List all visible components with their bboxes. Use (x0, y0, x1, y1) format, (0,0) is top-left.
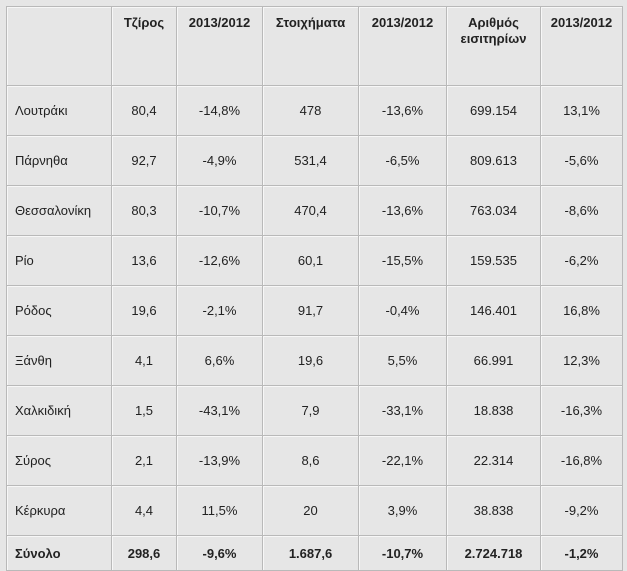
table-cell: Λουτράκι (6, 85, 112, 136)
table-cell: 5,5% (358, 335, 447, 386)
header-row: Τζίρος 2013/2012 Στοιχήματα 2013/2012 Αριθμό… (6, 6, 623, 86)
table-cell: 91,7 (262, 285, 359, 336)
data-row: Ξάνθη 4,1 6,6% 19,6 5,5% 66.991 12,3% (6, 335, 623, 386)
total-cell: Σύνολο (6, 535, 112, 571)
data-row: Ρόδος 19,6 -2,1% 91,7 -0,4% 146.401 16,8% (6, 285, 623, 336)
header-cell: Τζίρος (111, 6, 177, 86)
table-cell: 80,3 (111, 185, 177, 236)
table-cell: 6,6% (176, 335, 263, 386)
data-row: Θεσσαλονίκη 80,3 -10,7% 470,4 -13,6% 763.034-… (6, 185, 623, 236)
table-cell: 18.838 (446, 385, 541, 436)
table-cell: 146.401 (446, 285, 541, 336)
table-cell: 60,1 (262, 235, 359, 286)
table-cell: -4,9% (176, 135, 263, 186)
table-cell: -13,6% (358, 185, 447, 236)
table-cell: -13,6% (358, 85, 447, 136)
table-cell: 11,5% (176, 485, 263, 536)
total-cell: 298,6 (111, 535, 177, 571)
table-cell: Ρόδος (6, 285, 112, 336)
table-cell: 12,3% (540, 335, 623, 386)
table-cell: -0,4% (358, 285, 447, 336)
table-cell: 13,1% (540, 85, 623, 136)
table-cell: Σύρος (6, 435, 112, 486)
table-cell: Θεσσαλονίκη (6, 185, 112, 236)
table-cell: -14,8% (176, 85, 263, 136)
table-cell: 470,4 (262, 185, 359, 236)
table-cell: -10,7% (176, 185, 263, 236)
table-cell: 16,8% (540, 285, 623, 336)
table-cell: 13,6 (111, 235, 177, 286)
table-cell: -43,1% (176, 385, 263, 436)
table-cell: 92,7 (111, 135, 177, 186)
table-cell: 4,1 (111, 335, 177, 386)
header-cell: Αριθμός εισιτηρίων (446, 6, 541, 86)
total-cell: -10,7% (358, 535, 447, 571)
table-cell: 80,4 (111, 85, 177, 136)
table-cell: 38.838 (446, 485, 541, 536)
table-cell: 20 (262, 485, 359, 536)
table-cell: 3,9% (358, 485, 447, 536)
table-cell: 4,4 (111, 485, 177, 536)
table-cell: -5,6% (540, 135, 623, 186)
header-cell (6, 6, 112, 86)
table-cell: 809.613 (446, 135, 541, 186)
table-cell: -16,8% (540, 435, 623, 486)
table-cell: -33,1% (358, 385, 447, 436)
table-cell: 2,1 (111, 435, 177, 486)
table-cell: Χαλκιδική (6, 385, 112, 436)
table-cell: Ρίο (6, 235, 112, 286)
table-cell: 19,6 (262, 335, 359, 386)
total-cell: 1.687,6 (262, 535, 359, 571)
table-cell: 159.535 (446, 235, 541, 286)
data-row: Κέρκυρα 4,4 11,5% 20 3,9% 38.838 -9,2% (6, 485, 623, 536)
table-cell: 763.034 (446, 185, 541, 236)
data-row: Πάρνηθα 92,7 -4,9% 531,4 -6,5% 809.613 -5,6% (6, 135, 623, 186)
table-cell: -12,6% (176, 235, 263, 286)
table-cell: -2,1% (176, 285, 263, 336)
table-cell: -8,6% (540, 185, 623, 236)
table-cell: Πάρνηθα (6, 135, 112, 186)
table-cell: -9,2% (540, 485, 623, 536)
table-cell: 8,6 (262, 435, 359, 486)
data-row: Ρίο 13,6 -12,6% 60,1 -15,5% 159.535 -6,2% (6, 235, 623, 286)
header-cell: Στοιχήματα (262, 6, 359, 86)
table-cell: -6,5% (358, 135, 447, 186)
data-table: Τζίρος 2013/2012 Στοιχήματα 2013/2012 Αριθμό… (6, 6, 623, 571)
table-cell: -22,1% (358, 435, 447, 486)
data-row: Χαλκιδική 1,5 -43,1% 7,9 -33,1% 18.838 -16,3% (6, 385, 623, 436)
table-cell: 19,6 (111, 285, 177, 336)
table-cell: 478 (262, 85, 359, 136)
total-cell: -9,6% (176, 535, 263, 571)
header-cell: 2013/2012 (176, 6, 263, 86)
table-cell: Κέρκυρα (6, 485, 112, 536)
total-row: Σύνολο 298,6 -9,6% 1.687,6 -10,7% 2.724.718 -1… (6, 535, 623, 571)
total-cell: 2.724.718 (446, 535, 541, 571)
table-cell: 531,4 (262, 135, 359, 186)
header-cell: 2013/2012 (540, 6, 623, 86)
table-cell: 1,5 (111, 385, 177, 436)
table-cell: Ξάνθη (6, 335, 112, 386)
table-cell: 22.314 (446, 435, 541, 486)
table-cell: 7,9 (262, 385, 359, 436)
table-cell: -15,5% (358, 235, 447, 286)
total-cell: -1,2% (540, 535, 623, 571)
table-cell: 66.991 (446, 335, 541, 386)
table-cell: 699.154 (446, 85, 541, 136)
table-cell: -13,9% (176, 435, 263, 486)
header-cell: 2013/2012 (358, 6, 447, 86)
table-cell: -6,2% (540, 235, 623, 286)
data-row: Λουτράκι 80,4 -14,8% 478 -13,6% 699.154 13,1% (6, 85, 623, 136)
data-row: Σύρος 2,1 -13,9% 8,6 -22,1% 22.314 -16,8% (6, 435, 623, 486)
table-cell: -16,3% (540, 385, 623, 436)
table-body: Τζίρος 2013/2012 Στοιχήματα 2013/2012 Αριθμό… (6, 6, 623, 571)
